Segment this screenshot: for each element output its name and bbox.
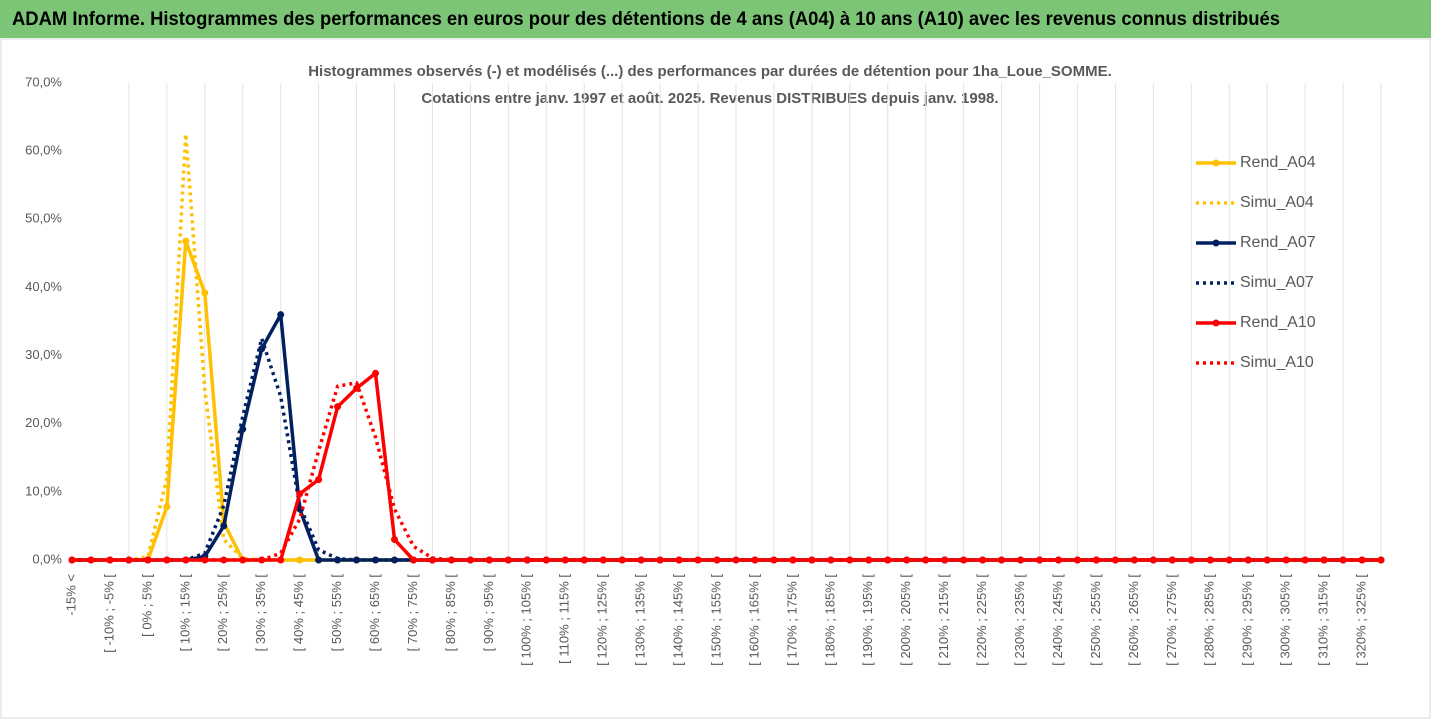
legend-marker [1212,239,1220,247]
x-tick-label: [ 110% ; 115% [ [557,574,572,664]
data-point [1301,556,1309,564]
legend-marker [1212,159,1220,167]
data-point [713,556,721,564]
x-tick-label: [ 310% ; 315% [ [1316,574,1331,666]
x-tick-label: [ 100% ; 105% [ [519,574,534,666]
data-point [220,522,228,530]
y-tick-label: 10,0% [25,483,62,498]
data-point [315,556,323,564]
chart-subtitle: Cotations entre janv. 1997 et août. 2025… [421,90,998,107]
x-tick-label: [ 60% ; 65% [ [367,574,382,652]
y-tick-label: 60,0% [25,143,62,158]
x-tick-label: [ 90% ; 95% [ [481,574,496,652]
data-point [163,503,171,511]
x-tick-label: [ 200% ; 205% [ [898,574,913,666]
x-tick-label: [ 220% ; 225% [ [974,574,989,666]
data-point [201,289,209,297]
x-tick-label: [ 20% ; 25% [ [215,574,230,652]
data-point [372,369,380,377]
x-tick-label: [ 50% ; 55% [ [329,574,344,652]
x-tick-label: -15% < [63,574,78,616]
y-tick-label: 50,0% [25,211,62,226]
x-tick-label: [ 30% ; 35% [ [253,574,268,652]
x-tick-label: [ 160% ; 165% [ [746,574,761,666]
x-tick-label: [ 260% ; 265% [ [1126,574,1141,666]
chart-border [0,38,1431,719]
data-point [315,476,323,484]
chart-title: Histogrammes observés (-) et modélisés (… [308,63,1112,80]
x-tick-label: [ 0% ; 5% [ [139,574,154,637]
legend-label: Simu_A04 [1240,194,1314,211]
series-line [72,312,1381,562]
x-tick-label: [ 210% ; 215% [ [936,574,951,666]
x-tick-label: [ 170% ; 175% [ [784,574,799,666]
x-tick-label: [ 230% ; 235% [ [1012,574,1027,666]
x-tick-label: [ 40% ; 45% [ [291,574,306,652]
data-point [391,536,399,544]
y-tick-label: 30,0% [25,347,62,362]
series-line [72,381,1381,562]
header-band [0,0,1431,38]
x-tick-label: [ 290% ; 295% [ [1240,574,1255,666]
x-tick-label: [ -10% ; -5% [ [101,574,116,653]
data-point [846,556,854,564]
x-tick-label: [ 270% ; 275% [ [1164,574,1179,666]
x-tick-label: [ 10% ; 15% [ [177,574,192,652]
x-tick-label: [ 130% ; 135% [ [633,574,648,666]
x-tick-label: [ 150% ; 155% [ [708,574,723,666]
series-line [72,336,1381,562]
x-tick-label: [ 280% ; 285% [ [1202,574,1217,666]
y-tick-label: 70,0% [25,74,62,89]
data-point [182,237,190,245]
x-tick-label: [ 80% ; 85% [ [443,574,458,652]
legend-label: Rend_A04 [1240,154,1316,171]
data-point [220,556,228,564]
data-point [409,556,417,564]
legend-label: Rend_A07 [1240,234,1316,251]
legend-marker [1212,319,1220,327]
series-line [72,239,1381,562]
x-tick-label: [ 250% ; 255% [ [1088,574,1103,666]
x-tick-label: [ 140% ; 145% [ [671,574,686,666]
x-tick-label: [ 240% ; 245% [ [1050,574,1065,666]
data-point [296,490,304,498]
x-tick-label: [ 320% ; 325% [ [1353,574,1368,666]
legend-label: Simu_A10 [1240,354,1314,371]
x-tick-label: [ 180% ; 185% [ [822,574,837,666]
data-point [277,556,285,564]
data-point [334,403,342,411]
header-title: ADAM Informe. Histogrammes des performan… [12,9,1280,30]
legend-label: Rend_A10 [1240,314,1316,331]
y-tick-label: 40,0% [25,279,62,294]
series-line [72,132,1381,562]
x-tick-label: [ 300% ; 305% [ [1278,574,1293,666]
y-tick-label: 20,0% [25,415,62,430]
data-point [277,311,285,319]
series-line [72,371,1381,562]
data-point [87,556,95,564]
y-tick-label: 0,0% [32,551,62,566]
x-tick-label: [ 70% ; 75% [ [405,574,420,652]
x-tick-label: [ 190% ; 195% [ [860,574,875,666]
legend-label: Simu_A07 [1240,274,1314,291]
x-tick-label: [ 120% ; 125% [ [595,574,610,666]
